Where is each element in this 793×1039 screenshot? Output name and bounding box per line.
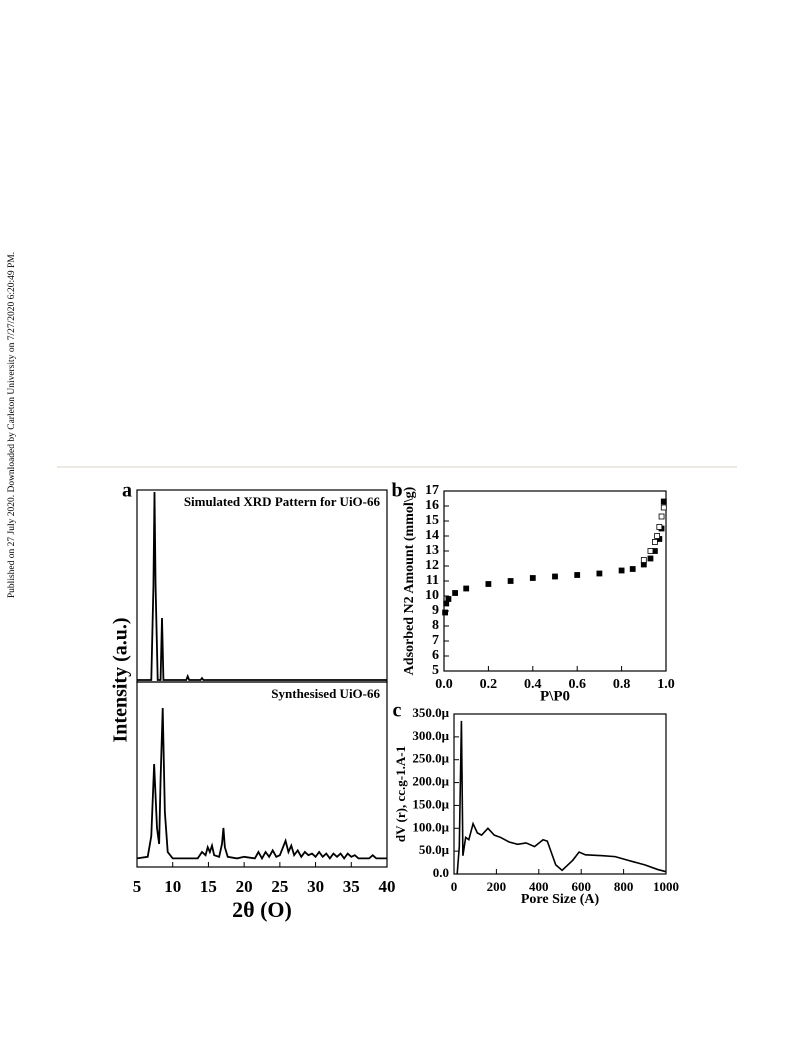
point bbox=[507, 578, 514, 584]
y-tick-label: 300.0μ bbox=[412, 728, 449, 743]
xrd-line bbox=[136, 707, 387, 861]
point bbox=[647, 555, 654, 562]
x-tick-label: 800 bbox=[614, 879, 634, 894]
x-tick-label: 0.8 bbox=[613, 677, 631, 692]
x-tick-label: 0 bbox=[451, 879, 458, 894]
y-tick-label: 15 bbox=[425, 513, 439, 528]
x-tick-label: 0.4 bbox=[524, 677, 542, 692]
y-tick-label: 9 bbox=[432, 603, 439, 618]
frame bbox=[453, 713, 667, 875]
point bbox=[656, 524, 663, 530]
x-tick-label: 15 bbox=[200, 877, 217, 896]
point bbox=[660, 498, 667, 505]
x-tick-label: 1000 bbox=[653, 879, 679, 894]
y-tick-label: 13 bbox=[425, 543, 439, 558]
point bbox=[652, 539, 658, 545]
x-tick-label: 1.0 bbox=[657, 677, 675, 692]
point bbox=[552, 573, 558, 580]
y-tick-label: 150.0μ bbox=[412, 796, 449, 811]
x-tick-label: 0.2 bbox=[480, 677, 498, 692]
x-tick-label: 400 bbox=[529, 879, 549, 894]
point bbox=[640, 557, 647, 563]
point bbox=[654, 533, 661, 539]
y-tick-label: 6 bbox=[432, 648, 439, 663]
y-tick-label: 14 bbox=[425, 528, 439, 543]
x-tick-label: 20 bbox=[236, 877, 253, 896]
y-tick-label: 100.0μ bbox=[412, 819, 449, 834]
x-tick-label: 35 bbox=[343, 877, 360, 896]
y-tick-label: 10 bbox=[425, 588, 439, 603]
pore-line bbox=[456, 720, 667, 875]
point bbox=[647, 548, 654, 554]
point bbox=[529, 575, 536, 581]
y-tick-label: 7 bbox=[432, 633, 439, 648]
point bbox=[658, 513, 665, 520]
point bbox=[445, 596, 452, 602]
x-tick-label: 0.6 bbox=[568, 677, 586, 692]
point bbox=[442, 609, 449, 616]
y-axis-label: Intensity (a.u.) bbox=[110, 617, 132, 742]
y-tick-label: 350.0μ bbox=[412, 705, 449, 720]
x-axis-label: Pore Size (A) bbox=[521, 892, 600, 907]
point bbox=[485, 581, 492, 587]
y-tick-label: 16 bbox=[425, 498, 439, 513]
panel-label: a bbox=[122, 480, 132, 502]
x-tick-label: 5 bbox=[133, 877, 142, 896]
x-tick-label: 25 bbox=[271, 877, 288, 896]
y-tick-label: 17 bbox=[425, 483, 439, 498]
y-axis-label: dV (r), cc.g-1.A-1 bbox=[393, 746, 408, 842]
y-tick-label: 8 bbox=[432, 618, 439, 633]
y-tick-label: 200.0μ bbox=[412, 774, 449, 789]
x-tick-label: 30 bbox=[307, 877, 324, 896]
y-axis-label: Adsorbed N2 Amount (mmol\g) bbox=[402, 486, 417, 675]
frame bbox=[443, 490, 667, 672]
point bbox=[618, 567, 625, 574]
y-tick-label: 50.0μ bbox=[419, 842, 450, 857]
point bbox=[660, 504, 667, 511]
point bbox=[452, 590, 459, 596]
x-axis-label: P\P0 bbox=[540, 688, 570, 704]
y-tick-label: 0.0 bbox=[433, 865, 449, 880]
x-tick-label: 40 bbox=[379, 877, 396, 896]
panel-label: b bbox=[391, 480, 402, 502]
point bbox=[596, 570, 603, 577]
frame bbox=[136, 681, 388, 868]
x-tick-label: 10 bbox=[164, 877, 181, 896]
point bbox=[629, 566, 636, 572]
y-tick-label: 12 bbox=[425, 558, 439, 573]
xrd-line bbox=[137, 491, 387, 681]
annotation: Simulated XRD Pattern for UiO-66 bbox=[184, 494, 381, 509]
y-tick-label: 5 bbox=[432, 663, 439, 678]
x-tick-label: 0.0 bbox=[435, 677, 453, 692]
x-tick-label: 600 bbox=[571, 879, 591, 894]
sidebar-note: Published on 27 July 2020. Downloaded by… bbox=[7, 252, 17, 598]
annotation: Synthesised UiO-66 bbox=[271, 686, 380, 701]
y-tick-label: 11 bbox=[426, 573, 439, 588]
point bbox=[574, 572, 581, 578]
x-axis-label: 2θ (O) bbox=[232, 897, 292, 922]
y-tick-label: 250.0μ bbox=[412, 751, 449, 766]
panel-label: c bbox=[393, 700, 402, 722]
point bbox=[463, 585, 470, 592]
frame bbox=[136, 489, 388, 683]
x-tick-label: 200 bbox=[487, 879, 507, 894]
